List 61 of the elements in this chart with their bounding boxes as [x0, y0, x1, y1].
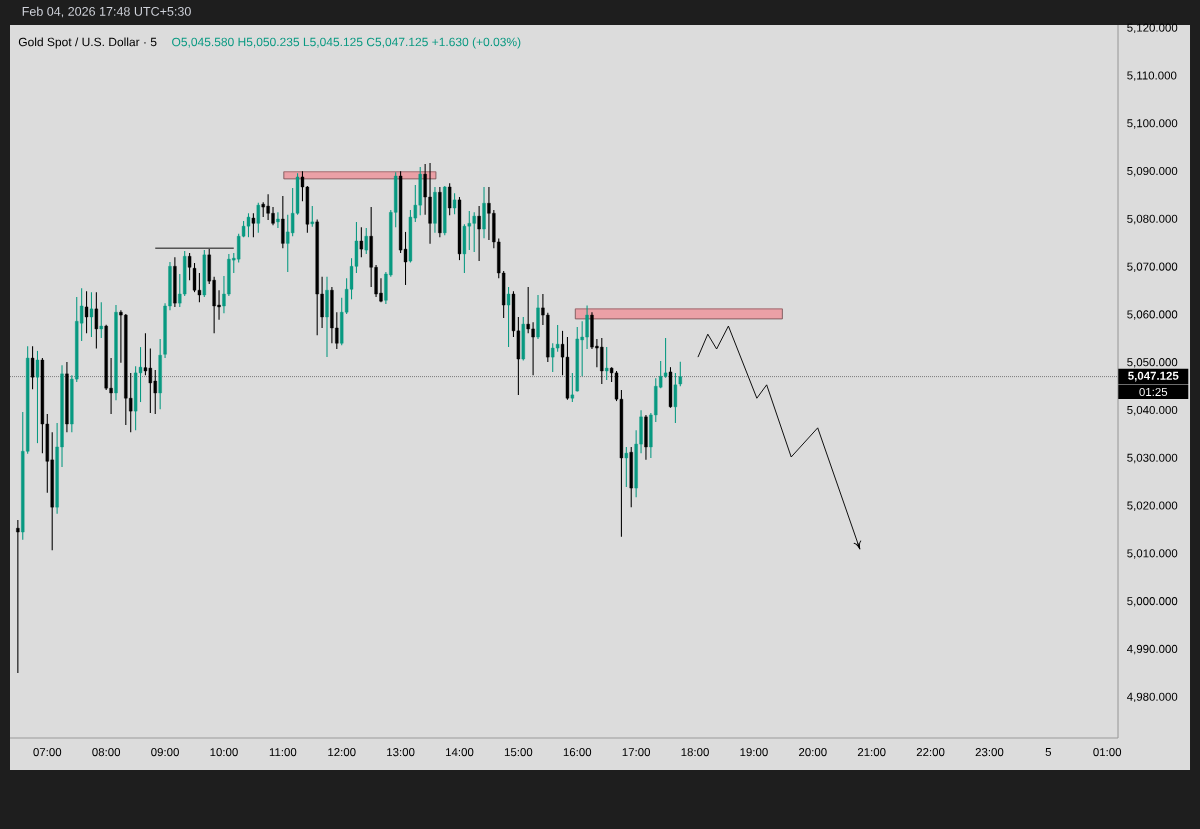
y-tick-label: 5,040.000: [1127, 405, 1178, 416]
x-tick-label: 20:00: [799, 748, 827, 757]
ref-line-label: 5,047.125: [1128, 371, 1179, 382]
text: 01:25: [1139, 387, 1168, 396]
candlestick: [187, 252, 192, 281]
candlestick: [448, 182, 452, 216]
candlestick: [16, 519, 20, 674]
candlestick: [624, 446, 628, 488]
y-tick-label: 4,990.000: [1126, 644, 1178, 655]
x-tick-label: 16:00: [563, 748, 592, 757]
text: O5,045.580 H5,050.235 L5,045.125 C5,047.125 +1.630 (+0.03%): [172, 37, 521, 49]
y-tick-label: 5,110.000: [1127, 71, 1177, 81]
candlestick: [506, 286, 511, 348]
y-tick-label: 5,030.000: [1127, 453, 1178, 464]
x-tick-label: 10:00: [210, 748, 238, 757]
x-tick-label: 23:00: [975, 748, 1004, 757]
y-tick-label: 5,080.000: [1127, 214, 1178, 225]
y-tick-label: 5,000.000: [1127, 597, 1178, 607]
x-tick-label: 01:00: [1093, 748, 1122, 757]
y-tick-label: 5,090.000: [1127, 166, 1178, 177]
x-tick-label: 09:00: [151, 748, 179, 757]
candlestick: [605, 346, 609, 381]
candlestick: [570, 372, 575, 403]
candlestick: [94, 291, 99, 350]
candlestick: [30, 345, 35, 390]
y-tick-label: 5,060.000: [1127, 310, 1178, 320]
y-tick-label: 4,980.000: [1126, 692, 1178, 703]
candlestick: [251, 212, 256, 238]
y-tick-label: 5,010.000: [1127, 549, 1178, 559]
x-tick-label: 5: [1045, 748, 1052, 757]
candlestick: [310, 205, 314, 228]
y-tick-label: 5,050.000: [1127, 358, 1178, 368]
candlestick: [673, 372, 678, 424]
x-tick-label: 14:00: [446, 748, 474, 757]
text: Gold Spot / U.S. Dollar · 5: [18, 37, 157, 49]
text: Feb 04, 2026 17:48 UTC+5:30: [22, 6, 191, 18]
candlestick: [256, 202, 260, 234]
x-tick-label: 15:00: [504, 748, 533, 757]
x-tick-label: 17:00: [622, 748, 651, 757]
candlestick: [89, 291, 94, 338]
y-tick-label: 5,070.000: [1127, 262, 1178, 273]
candlestick: [99, 301, 103, 339]
candlestick: [452, 192, 457, 215]
x-tick-label: 18:00: [681, 748, 709, 757]
y-tick-label: 5,020.000: [1127, 501, 1178, 511]
candlestick: [364, 227, 368, 255]
x-tick-label: 13:00: [387, 748, 415, 757]
x-tick-label: 21:00: [857, 748, 886, 757]
candlestick: [276, 211, 280, 229]
x-tick-label: 19:00: [740, 748, 768, 757]
x-tick-label: 07:00: [33, 748, 62, 757]
candlestick: [35, 350, 40, 444]
candlestick: [84, 290, 89, 334]
x-tick-label: 08:00: [92, 748, 121, 757]
x-tick-label: 11:00: [269, 748, 297, 757]
x-tick-label: 22:00: [916, 748, 945, 757]
y-tick-label: 5,120.000: [1127, 23, 1178, 34]
candlestick: [477, 205, 481, 262]
candlestick: [359, 226, 364, 258]
y-tick-label: 5,100.000: [1127, 119, 1178, 129]
x-tick-label: 12:00: [328, 748, 356, 757]
